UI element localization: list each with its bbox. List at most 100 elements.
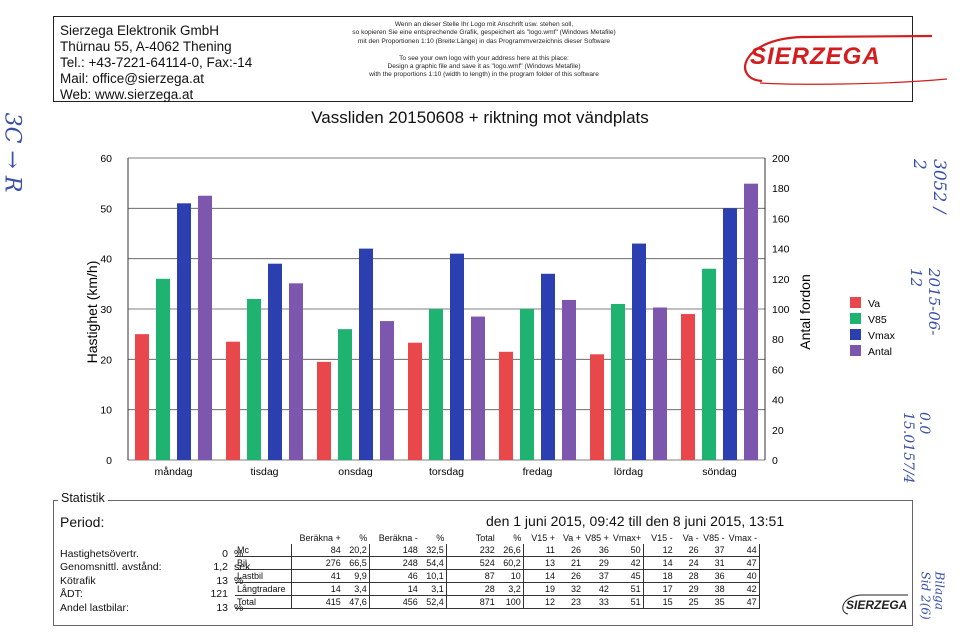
handwriting-right-mid: 0.0 15.0157/4 xyxy=(900,412,932,484)
bar-va xyxy=(499,351,513,460)
table-cell: 3,2 xyxy=(496,582,524,596)
notice-en-3: with the proportions 1:10 (width to leng… xyxy=(369,71,599,79)
notice-de-3: mit den Proportionen 1:10 (Breite:Länge)… xyxy=(357,37,611,45)
chart-title: Vassliden 20150608 + riktning mot vändpl… xyxy=(311,108,649,127)
table-cell: 42 xyxy=(583,582,611,596)
table-header-cell xyxy=(235,531,292,544)
table-cell: 42 xyxy=(610,556,644,570)
table-cell: 3,1 xyxy=(419,582,447,596)
y-tick-label: 20 xyxy=(100,354,112,366)
summary-row: ÅDT: 121 xyxy=(60,588,260,601)
bar-va xyxy=(408,342,422,460)
table-cell: 3,4 xyxy=(342,582,370,596)
table-cell: 18 xyxy=(643,569,675,583)
table-cell: 66,5 xyxy=(342,556,370,570)
table-cell: 10,1 xyxy=(419,569,447,583)
bar-vmax xyxy=(450,253,464,460)
statistics-box xyxy=(53,500,913,626)
table-cell: 26 xyxy=(557,544,584,557)
table-cell: 12 xyxy=(523,595,558,609)
table-cell: 13 xyxy=(523,556,558,570)
bar-va xyxy=(317,361,331,460)
bar-antal xyxy=(562,299,576,460)
notice-de-2: so kopieren Sie eine entsprechende Grafi… xyxy=(352,29,616,37)
table-cell: 456 xyxy=(369,595,420,609)
legend-swatch xyxy=(850,313,861,324)
bar-antal xyxy=(653,307,667,460)
y2-axis-label: Antal fordon xyxy=(797,274,813,350)
table-header-cell: Total xyxy=(475,532,495,543)
summary-value: 0 xyxy=(222,548,228,560)
legend-swatch xyxy=(850,329,861,340)
bar-va xyxy=(226,341,240,460)
table-cell: 9,9 xyxy=(342,569,370,583)
table-cell: 42 xyxy=(726,582,760,596)
legend-swatch xyxy=(850,345,861,356)
y2-tick-label: 80 xyxy=(772,334,784,346)
table-cell: 54,4 xyxy=(419,556,447,570)
table-cell: 21 xyxy=(557,556,584,570)
table-row: Total 415 47,6 456 52,4 871 100 12 23 33 51 15 25 35 4… xyxy=(235,595,760,609)
summary-stats: Hastighetsövertr. 0 % Genomsnittl. avstå… xyxy=(60,548,260,615)
table-header-cell: V85 + xyxy=(585,532,609,543)
table-cell: 415 xyxy=(291,595,343,609)
y2-tick-label: 0 xyxy=(772,455,778,467)
table-header-cell: V15 - xyxy=(651,532,673,543)
bar-v85 xyxy=(520,309,534,460)
bar-antal xyxy=(471,316,485,460)
table-header-cell: Beräkna + xyxy=(299,532,341,543)
table-cell: 14 xyxy=(643,556,675,570)
bar-vmax xyxy=(359,248,373,460)
table-cell: 232 xyxy=(446,544,497,557)
table-cell: 14 xyxy=(291,582,343,596)
footer-logo: SIERZEGA xyxy=(838,592,913,618)
handwriting-right-date: 2015-06-12 xyxy=(907,268,943,336)
x-tick-label: onsdag xyxy=(338,466,373,478)
legend-label: Va xyxy=(868,298,880,310)
bar-v85 xyxy=(156,278,170,460)
table-cell: 32 xyxy=(557,582,584,596)
handwriting-right-top: 3052 / 2 xyxy=(909,159,949,214)
company-mail: Mail: office@sierzega.at xyxy=(60,71,205,86)
table-cell: 26 xyxy=(557,569,584,583)
table-cell: 28 xyxy=(674,569,701,583)
bar-chart: 0 10 20 30 40 50 60 0 20 40 60 80 100 120 140 160 180 200… xyxy=(84,153,896,478)
y-tick-label: 10 xyxy=(100,405,112,417)
bar-antal xyxy=(380,321,394,460)
summary-label: Kötrafik xyxy=(60,574,96,587)
notice-en-1: To see your own logo with your address h… xyxy=(399,54,569,62)
table-cell: 46 xyxy=(369,569,420,583)
table-cell: 37 xyxy=(700,544,727,557)
company-name: Sierzega Elektronik GmbH xyxy=(60,23,220,38)
footer-logo-swoosh-icon xyxy=(842,594,908,615)
summary-value: 13 xyxy=(216,574,228,587)
bar-v85 xyxy=(611,303,625,460)
table-cell: 100 xyxy=(496,595,524,609)
summary-row: Hastighetsövertr. 0 % xyxy=(60,548,260,561)
table-cell: 33 xyxy=(583,595,611,609)
table-cell: 51 xyxy=(610,582,644,596)
summary-row: Andel lastbilar: 13 % xyxy=(60,602,260,615)
table-cell: 47 xyxy=(726,595,760,609)
vehicle-class-table: Beräkna +% Beräkna -% Total% V15 + Va + V85 +… xyxy=(235,531,760,609)
table-cell: 38 xyxy=(700,582,727,596)
legend-label: Antal xyxy=(868,346,892,358)
table-row: Mc 84 20,2 148 32,5 232 26,6 11 26 36 50 12 26 37 44 xyxy=(235,544,760,557)
y-tick-label: 40 xyxy=(100,254,112,266)
period-label: Period: xyxy=(60,514,105,530)
table-header-cell: Beräkna - xyxy=(378,532,418,543)
table-header-cell: V15 + xyxy=(531,532,556,543)
company-address: Sierzega Elektronik GmbH Thürnau 55, A-4… xyxy=(60,23,252,103)
notice-en-2: Design a graphic file and save it as "lo… xyxy=(387,63,581,71)
table-cell: 29 xyxy=(674,582,701,596)
table-cell: 60,2 xyxy=(496,556,524,570)
table-cell: 37 xyxy=(583,569,611,583)
bar-v85 xyxy=(702,268,716,460)
table-cell: 51 xyxy=(610,595,644,609)
table-row: Bil 276 66,5 248 54,4 524 60,2 13 21 29 42 14 24 31 47 xyxy=(235,556,760,570)
period-value: den 1 juni 2015, 09:42 till den 8 juni 2… xyxy=(486,513,785,529)
bar-v85 xyxy=(247,298,261,460)
table-header-cell: Vmax - xyxy=(728,532,758,543)
y2-tick-label: 60 xyxy=(772,364,784,376)
handwriting-right-bottom: Bilaga Sid 2(6) xyxy=(918,571,947,620)
